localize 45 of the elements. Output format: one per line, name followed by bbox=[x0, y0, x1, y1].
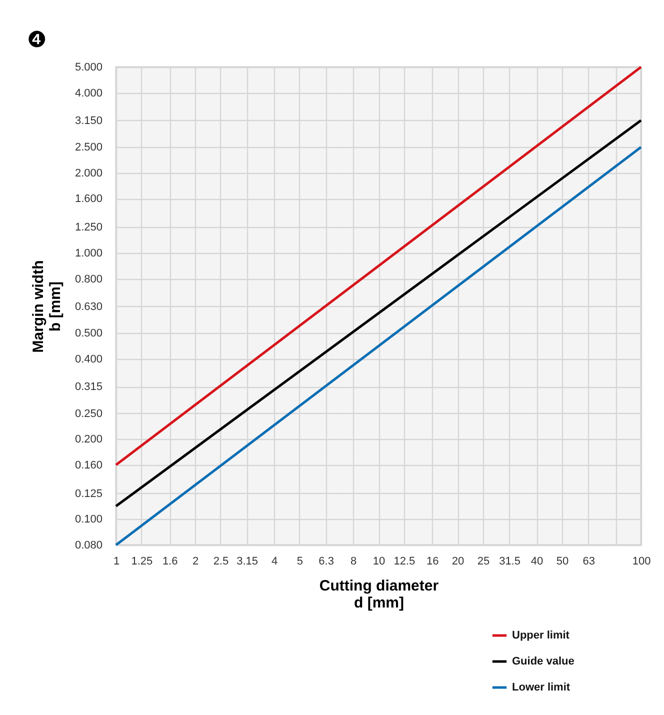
y-tick-label: 2.000 bbox=[74, 167, 102, 180]
y-tick-label: 0.800 bbox=[74, 273, 102, 286]
legend-label: Lower limit bbox=[512, 682, 570, 694]
x-tick-label: 6.3 bbox=[318, 556, 334, 568]
x-tick-label: 16 bbox=[426, 556, 439, 568]
x-tick-label: 4 bbox=[271, 556, 278, 568]
x-tick-label: 10 bbox=[372, 556, 386, 568]
y-tick-label: 5.000 bbox=[74, 62, 102, 74]
y-tick-label: 0.100 bbox=[74, 514, 102, 526]
y-tick-label: 0.250 bbox=[74, 408, 102, 420]
x-tick-label: 1 bbox=[113, 556, 120, 568]
y-tick-label: 1.250 bbox=[74, 222, 102, 234]
y-tick-label: 0.160 bbox=[74, 459, 102, 472]
x-axis-title: Cutting diameter d [mm] bbox=[319, 578, 439, 612]
x-tick-label: 1.25 bbox=[131, 556, 153, 568]
y-tick-label: 0.500 bbox=[74, 328, 102, 340]
x-tick-label: 2 bbox=[192, 556, 199, 568]
x-tick-label: 40 bbox=[530, 556, 544, 568]
x-tick-label: 20 bbox=[452, 556, 464, 568]
text: ❹ bbox=[27, 28, 47, 53]
y-tick-label: 0.080 bbox=[74, 540, 102, 552]
y-tick-label: 0.125 bbox=[74, 488, 102, 500]
y-tick-label: 0.400 bbox=[74, 353, 102, 366]
x-tick-label: 31.5 bbox=[499, 556, 521, 568]
x-tick-label: 63 bbox=[582, 556, 595, 568]
x-tick-label: 3.15 bbox=[236, 556, 258, 568]
x-tick-label: 1.6 bbox=[162, 556, 178, 568]
x-tick-label: 5 bbox=[296, 556, 304, 568]
x-tick-label: 2.5 bbox=[213, 556, 229, 568]
legend-label: Guide value bbox=[512, 656, 574, 668]
legend-label: Upper limit bbox=[512, 630, 570, 642]
x-tick-label: 100 bbox=[632, 556, 651, 568]
y-tick-label: 1.600 bbox=[74, 193, 102, 206]
y-tick-label: 0.315 bbox=[74, 381, 102, 394]
y-tick-label: 3.150 bbox=[74, 114, 102, 127]
x-tick-label: 25 bbox=[477, 556, 490, 568]
y-axis-title: Margin width b [mm] bbox=[30, 260, 64, 353]
x-tick-label: 12.5 bbox=[394, 556, 416, 568]
y-tick-label: 4.000 bbox=[74, 87, 102, 100]
x-tick-label: 50 bbox=[556, 556, 569, 568]
y-tick-label: 0.630 bbox=[74, 300, 102, 313]
x-tick-label: 8 bbox=[350, 556, 357, 568]
y-tick-label: 1.000 bbox=[74, 248, 102, 260]
y-tick-label: 2.500 bbox=[74, 142, 102, 154]
y-tick-label: 0.200 bbox=[74, 434, 102, 446]
